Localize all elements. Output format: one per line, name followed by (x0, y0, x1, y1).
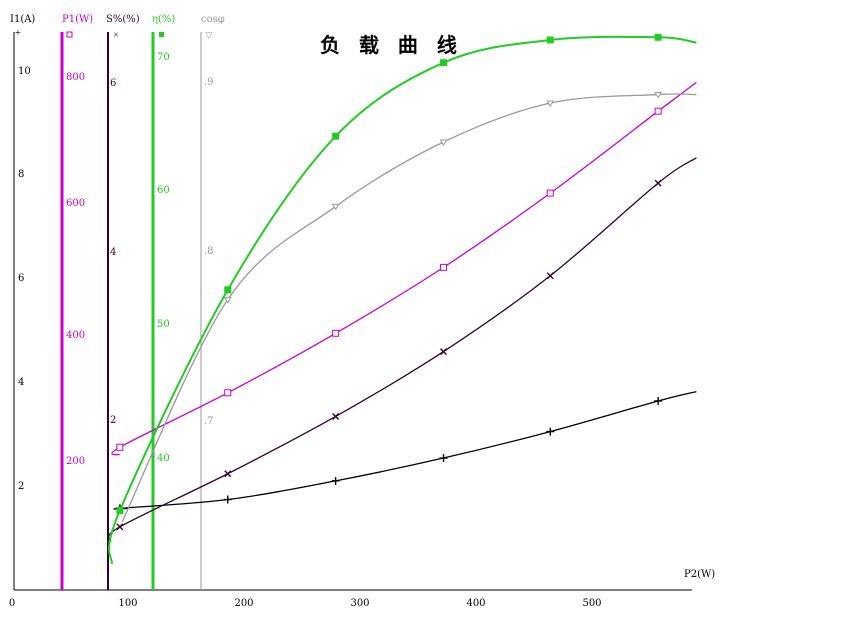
y-axis-power-factor-marker: ▽ (206, 30, 213, 40)
data-point-p1 (440, 263, 448, 271)
x-tick-label: 400 (466, 598, 485, 609)
y-axis-p1-label: P1(W) (62, 14, 93, 25)
y-tick-power-factor: .7 (204, 416, 214, 427)
data-point-p1 (224, 389, 232, 397)
y-axis-efficiency: η(%) 40 50 60 70 (151, 14, 175, 590)
series-line-cos (121, 93, 697, 522)
data-point-eta (224, 286, 232, 294)
data-point-p1 (332, 329, 340, 337)
data-point-s (440, 348, 448, 356)
data-point-eta (116, 506, 124, 514)
data-point-eta (546, 36, 554, 44)
chart-title: 负 载 曲 线 (320, 33, 463, 57)
series-line-p1 (111, 81, 697, 456)
data-point-s (654, 179, 662, 187)
data-point-cos (439, 139, 448, 146)
y-tick-i1: 10 (18, 66, 31, 77)
y-axis-i1-marker: + (15, 28, 21, 39)
y-tick-slip: 4 (110, 247, 116, 258)
x-axis-label: P2(W) (684, 569, 715, 580)
y-axis-efficiency-marker (159, 32, 164, 37)
data-point-s (332, 412, 340, 420)
y-tick-p1: 400 (66, 330, 85, 341)
x-tick-label: 0 (9, 598, 15, 609)
y-tick-i1: 8 (18, 169, 24, 180)
x-tick-label: 100 (118, 598, 137, 609)
data-point-eta (332, 132, 340, 140)
series-line-eta (107, 35, 697, 565)
y-tick-slip: 6 (110, 78, 116, 89)
y-tick-efficiency: 40 (157, 453, 170, 464)
data-point-s (546, 272, 554, 280)
data-point-cos (223, 297, 232, 304)
data-point-eta (440, 59, 448, 67)
data-point-p1 (116, 443, 124, 451)
y-tick-i1: 6 (18, 273, 24, 284)
x-tick-label: 200 (234, 598, 253, 609)
y-axis-i1: I1(A) + 2 4 6 8 10 (10, 14, 35, 590)
y-axis-slip-marker: × (113, 30, 119, 41)
y-tick-p1: 800 (66, 72, 85, 83)
data-point-i1 (654, 396, 663, 405)
data-point-p1 (654, 107, 662, 115)
y-tick-efficiency: 70 (157, 52, 170, 63)
y-tick-efficiency: 50 (157, 319, 170, 330)
data-point-i1 (439, 454, 448, 463)
data-point-cos (331, 203, 340, 211)
data-point-cos (546, 100, 555, 108)
data-point-s (116, 523, 124, 531)
y-tick-i1: 4 (18, 377, 24, 388)
data-point-eta (654, 33, 662, 41)
y-tick-power-factor: .8 (204, 246, 214, 257)
y-tick-p1: 200 (66, 456, 85, 467)
series-line-i1 (113, 390, 697, 510)
data-point-cos (654, 92, 663, 99)
y-tick-efficiency: 60 (157, 185, 170, 196)
y-tick-slip: 2 (110, 415, 116, 426)
y-tick-power-factor: .9 (204, 77, 214, 88)
x-tick-label: 500 (582, 598, 601, 609)
series-line-s (107, 157, 697, 542)
y-tick-p1: 600 (66, 198, 85, 209)
x-tick-label: 300 (350, 598, 369, 609)
data-point-i1 (331, 476, 340, 485)
y-axis-power-factor: cosφ ▽ .7 .8 .9 (200, 14, 225, 590)
y-tick-i1: 2 (18, 481, 24, 492)
data-point-s (224, 470, 232, 478)
y-axis-p1: P1(W) 200 400 600 800 (60, 14, 93, 590)
series-layer (107, 33, 697, 565)
data-point-i1 (223, 495, 232, 504)
y-axis-slip-label: S%(%) (106, 14, 140, 25)
y-axis-slip: S%(%) × 2 4 6 (106, 14, 140, 590)
x-axis: 0 100 200 300 400 500 (9, 589, 692, 609)
data-point-i1 (546, 427, 555, 436)
y-axis-p1-marker (66, 31, 73, 38)
data-point-p1 (546, 189, 554, 197)
y-axis-power-factor-label: cosφ (201, 14, 225, 25)
y-axis-i1-label: I1(A) (10, 14, 35, 25)
y-axis-efficiency-label: η(%) (152, 14, 175, 25)
